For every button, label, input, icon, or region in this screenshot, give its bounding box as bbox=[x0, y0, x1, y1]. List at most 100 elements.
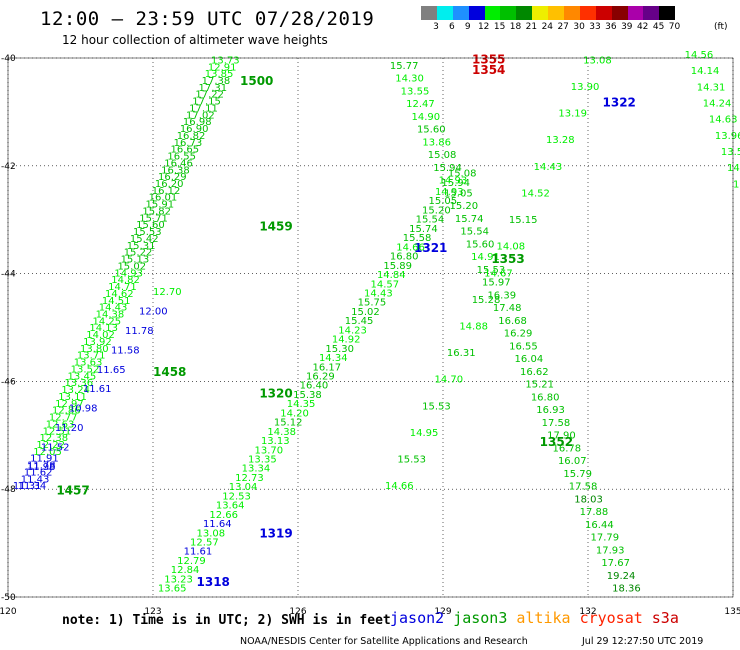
colorbar-label: 30 bbox=[573, 22, 585, 32]
wave-height-value: 14.13 bbox=[89, 323, 118, 334]
wave-height-value: 14.24 bbox=[703, 99, 732, 110]
wave-height-value: 14.91 bbox=[471, 252, 500, 263]
colorbar-label: 21 bbox=[525, 22, 538, 32]
wave-height-value: 13.23 bbox=[164, 574, 193, 585]
wave-height-value: 16.65 bbox=[170, 145, 199, 156]
wave-height-value: 15.60 bbox=[466, 239, 495, 250]
colorbar-label: 9 bbox=[464, 22, 471, 32]
wave-height-value: 17.58 bbox=[569, 482, 598, 493]
colorbar-label: 27 bbox=[557, 22, 569, 32]
wave-height-value: 16.98 bbox=[183, 117, 212, 128]
track-id-label: 1322 bbox=[603, 96, 636, 110]
x-tick-label: 123 bbox=[144, 607, 161, 617]
wave-height-value: 14.67 bbox=[484, 268, 513, 279]
colorbar-label: 39 bbox=[621, 22, 633, 32]
wave-height-value: 13.11 bbox=[58, 392, 87, 403]
wave-height-value: 15.21 bbox=[525, 380, 554, 391]
wave-height-value: 15.08 bbox=[428, 150, 457, 161]
wave-height-value: 14.38 bbox=[267, 427, 296, 438]
wave-height-value: 13.00 bbox=[733, 179, 740, 190]
wave-height-value: 13.04 bbox=[229, 482, 258, 493]
wave-height-value: 11.65 bbox=[97, 365, 126, 376]
colorbar-cell bbox=[579, 6, 596, 20]
wave-height-value: 13.08 bbox=[583, 55, 612, 66]
credit-text: NOAA/NESDIS Center for Satellite Applica… bbox=[240, 636, 528, 647]
wave-height-value: 14.84 bbox=[377, 270, 406, 281]
wave-height-value: 14.25 bbox=[93, 316, 122, 327]
wave-height-value: 15.53 bbox=[397, 455, 426, 466]
wave-height-value: 13.70 bbox=[255, 445, 284, 456]
wave-height-value: 15.12 bbox=[274, 418, 303, 429]
y-tick-label: -42 bbox=[1, 162, 16, 172]
wave-height-value: 16.55 bbox=[167, 152, 196, 163]
wave-height-value: 14.35 bbox=[287, 399, 316, 410]
wave-height-value: 14.93 bbox=[435, 187, 464, 198]
wave-height-value: 17.22 bbox=[195, 90, 224, 101]
wave-height-value: 12.97 bbox=[55, 399, 84, 410]
wave-height-value: 13.35 bbox=[248, 454, 277, 465]
x-tick-label: 132 bbox=[579, 607, 596, 617]
wave-height-value: 15.08 bbox=[448, 169, 477, 180]
wave-height-value: 13.24 bbox=[61, 385, 90, 396]
wave-height-value: 12.73 bbox=[235, 473, 264, 484]
y-tick-label: -50 bbox=[1, 593, 16, 603]
wave-height-value: 14.38 bbox=[96, 310, 125, 321]
wave-height-value: 16.29 bbox=[158, 172, 187, 183]
wave-height-value: 11.64 bbox=[203, 519, 232, 530]
wave-height-value: 12.05 bbox=[33, 447, 62, 458]
track-id-label: 1321 bbox=[414, 241, 447, 255]
wave-height-value: 15.53 bbox=[422, 401, 451, 412]
wave-height-value: 14.62 bbox=[105, 289, 134, 300]
wave-height-value: 15.38 bbox=[293, 390, 322, 401]
wave-height-value: 11.34 bbox=[18, 481, 47, 492]
wave-height-value: 15.28 bbox=[472, 295, 501, 306]
wave-height-value: 15.97 bbox=[482, 278, 511, 289]
wave-height-value: 15.13 bbox=[121, 255, 150, 266]
wave-height-value: 13.63 bbox=[74, 358, 103, 369]
wave-height-value: 14.82 bbox=[111, 275, 140, 286]
wave-height-value: 15.74 bbox=[455, 214, 484, 225]
wave-height-value: 12.84 bbox=[171, 565, 200, 576]
track-id-label: 1457 bbox=[56, 484, 89, 498]
colorbar-cell bbox=[436, 6, 453, 20]
wave-height-value: 16.46 bbox=[164, 158, 193, 169]
wave-height-value: 13.36 bbox=[64, 378, 93, 389]
wave-height-value: 14.93 bbox=[439, 176, 468, 187]
wave-height-value: 14.20 bbox=[727, 163, 740, 174]
wave-height-value: 16.31 bbox=[447, 348, 476, 359]
colorbar-cell bbox=[484, 6, 501, 20]
wave-height-value: 14.43 bbox=[99, 303, 128, 314]
colorbar-cell bbox=[532, 6, 549, 20]
wave-height-value: 13.55 bbox=[401, 86, 430, 97]
colorbar-cell bbox=[659, 6, 676, 20]
track-id-label: 1353 bbox=[491, 252, 524, 266]
wave-height-value: 16.07 bbox=[558, 456, 587, 467]
wave-height-value: 12.63 bbox=[46, 419, 75, 430]
page-title: 12:00 — 23:59 UTC 07/28/2019 bbox=[40, 8, 375, 30]
wave-height-value: 14.02 bbox=[86, 330, 115, 341]
wave-height-value: 12.77 bbox=[49, 413, 78, 424]
y-tick-label: -40 bbox=[1, 54, 16, 64]
wave-height-value: 17.88 bbox=[580, 507, 609, 518]
wave-height-value: 13.45 bbox=[68, 371, 97, 382]
timestamp-text: Jul 29 12:27:50 UTC 2019 bbox=[582, 636, 704, 647]
wave-height-value: 10.98 bbox=[69, 404, 98, 415]
colorbar-cell bbox=[421, 6, 437, 20]
x-tick-label: 135 bbox=[724, 607, 740, 617]
wave-height-value: 17.90 bbox=[547, 431, 576, 442]
wave-height-value: 14.63 bbox=[709, 115, 738, 126]
wave-height-value: 12.57 bbox=[190, 537, 219, 548]
wave-height-value: 15.53 bbox=[477, 265, 506, 276]
wave-height-value: 14.95 bbox=[410, 428, 439, 439]
colorbar-label: 12 bbox=[477, 22, 490, 32]
wave-height-value: 13.65 bbox=[158, 584, 187, 595]
wave-height-value: 11.58 bbox=[111, 345, 140, 356]
wave-height-value: 16.44 bbox=[585, 520, 614, 531]
wave-height-value: 15.05 bbox=[444, 188, 473, 199]
wave-height-value: 15.15 bbox=[509, 215, 538, 226]
wave-height-value: 17.79 bbox=[590, 533, 619, 544]
colorbar-label: 15 bbox=[493, 22, 506, 32]
colorbar bbox=[421, 6, 676, 20]
wave-height-value: 16.62 bbox=[520, 367, 549, 378]
